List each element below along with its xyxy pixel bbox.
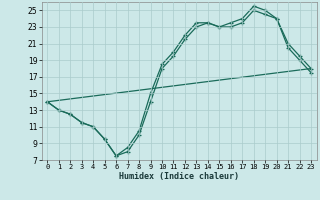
X-axis label: Humidex (Indice chaleur): Humidex (Indice chaleur) — [119, 172, 239, 181]
